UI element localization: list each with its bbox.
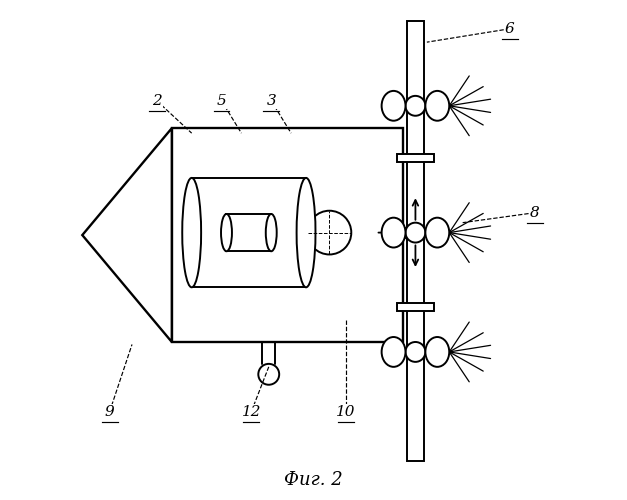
Polygon shape [82, 128, 172, 342]
Ellipse shape [425, 218, 449, 248]
Text: 2: 2 [152, 94, 162, 108]
Bar [226, 214, 271, 251]
Circle shape [258, 364, 279, 384]
Ellipse shape [182, 178, 201, 288]
Ellipse shape [382, 337, 406, 367]
Bar [396, 303, 435, 311]
Bar [396, 154, 435, 162]
Text: 6: 6 [505, 22, 515, 36]
Text: Фиг. 2: Фиг. 2 [284, 470, 343, 488]
Ellipse shape [266, 214, 277, 251]
Text: 12: 12 [241, 404, 261, 418]
Circle shape [406, 96, 425, 116]
Circle shape [406, 222, 425, 242]
Bar [407, 22, 424, 462]
Text: 8: 8 [530, 206, 540, 220]
Text: 9: 9 [105, 404, 115, 418]
Bar [172, 128, 403, 342]
Text: 10: 10 [336, 404, 356, 418]
Text: 5: 5 [217, 94, 226, 108]
Ellipse shape [425, 91, 449, 120]
Text: 3: 3 [266, 94, 276, 108]
Ellipse shape [221, 214, 232, 251]
Bar [192, 178, 306, 288]
Ellipse shape [297, 178, 315, 288]
Circle shape [406, 342, 425, 362]
Circle shape [307, 210, 351, 254]
Ellipse shape [425, 337, 449, 367]
Ellipse shape [382, 91, 406, 120]
Ellipse shape [382, 218, 406, 248]
